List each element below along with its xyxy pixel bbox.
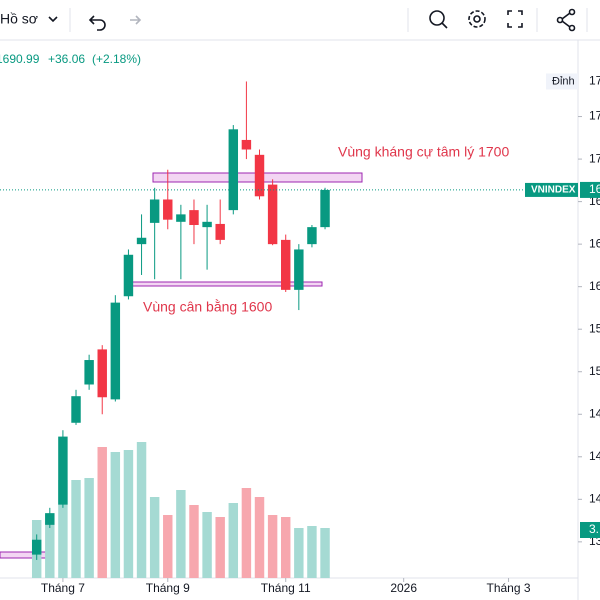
volume-bar (163, 515, 173, 578)
candle-body (31, 539, 42, 555)
volume-bar (320, 528, 330, 578)
volume-bar (123, 450, 134, 578)
candle-body (163, 199, 173, 220)
candle-body (110, 302, 121, 400)
candle-body (123, 254, 134, 297)
volume-bar (110, 452, 121, 578)
y-tick-label: 1400.00 (589, 491, 600, 505)
candle-body (254, 154, 265, 197)
volume-bar (84, 478, 94, 578)
share-button[interactable] (556, 8, 576, 32)
settings-button[interactable] (468, 10, 486, 28)
y-tick-label: 1680.00 (589, 194, 600, 208)
volume-bar (58, 480, 68, 578)
candle-body (149, 199, 160, 223)
screenshot-search-button[interactable] (429, 10, 448, 29)
x-tick-label: Tháng 7 (41, 581, 85, 595)
legend-last: 1690.99 (0, 52, 40, 66)
y-tick-label: 1600.00 (589, 279, 600, 293)
peak-label: 1793.00 (589, 74, 600, 88)
fullscreen-button[interactable] (507, 10, 523, 28)
x-tick-label: Tháng 9 (146, 581, 190, 595)
volume-bar (136, 442, 147, 578)
y-tick-label: 1640.00 (589, 236, 600, 250)
candle-body (267, 184, 278, 245)
candle-body (241, 139, 252, 150)
y-tick-label: 1480.00 (589, 406, 600, 420)
candle-body (71, 396, 81, 423)
peak-tag (546, 73, 578, 90)
symbol-label: VNINDEX (531, 185, 576, 196)
annotation-text: Vùng kháng cự tâm lý 1700 (338, 144, 509, 160)
volume-bar (281, 517, 291, 578)
candle-body (281, 239, 291, 290)
profile-button[interactable]: Hồ sơ (0, 11, 38, 27)
balance-box (127, 281, 323, 287)
volume-bar (149, 497, 160, 578)
volume-tag (580, 522, 600, 538)
y-tick-label: 1720.00 (589, 151, 600, 165)
peak-name: Đỉnh (552, 75, 575, 87)
candle-body (45, 513, 55, 525)
volume-bar (307, 526, 317, 578)
symbol-tag (525, 182, 578, 197)
candle-body (189, 210, 199, 226)
y-tick-label: 1520.00 (589, 364, 600, 378)
volume-bar (71, 480, 81, 578)
candle-body (176, 214, 186, 222)
candle-body (215, 223, 225, 240)
candle-body (202, 221, 212, 228)
candle-body (320, 189, 330, 228)
volume-bar (241, 488, 252, 578)
y-tick-label: 1360.00 (589, 534, 600, 548)
candle-body (228, 129, 239, 211)
volume-bar (228, 503, 239, 578)
candle-body (294, 249, 304, 290)
candle-body (58, 436, 68, 505)
legend-change-pct: (+2.18%) (92, 52, 141, 66)
dropdown-icon[interactable] (48, 16, 58, 23)
toolbar: Hồ sơ (0, 8, 600, 41)
candle-body (136, 237, 147, 245)
legend-change: +36.06 (48, 52, 85, 66)
x-tick-label: Tháng 11 (261, 581, 311, 595)
undo-button[interactable] (88, 15, 106, 31)
candle-body (84, 360, 94, 385)
volume-bar (202, 512, 212, 578)
price-tag (580, 181, 600, 198)
volume-tag-label: 3. (589, 522, 599, 536)
annotation-text: Vùng cân bằng 1600 (143, 299, 272, 315)
volume-bar (45, 515, 55, 578)
y-tick-label: 1440.00 (589, 449, 600, 463)
volume-bar (189, 505, 199, 578)
x-tick-label: Tháng 3 (487, 581, 531, 595)
y-tick-label: 1560.00 (589, 321, 600, 335)
volume-bar (267, 515, 278, 578)
volume-bar (254, 497, 265, 578)
x-tick-label: 2026 (390, 581, 417, 595)
redo-button[interactable] (130, 15, 142, 25)
candle-body (307, 227, 317, 245)
candle-body (97, 349, 107, 398)
volume-bar (294, 528, 304, 578)
volume-bar (97, 447, 107, 578)
volume-bar (176, 490, 186, 578)
y-tick-label: 1760.00 (589, 109, 600, 123)
price-tag-label: 1690.99 (589, 182, 600, 196)
volume-bar (215, 517, 225, 578)
